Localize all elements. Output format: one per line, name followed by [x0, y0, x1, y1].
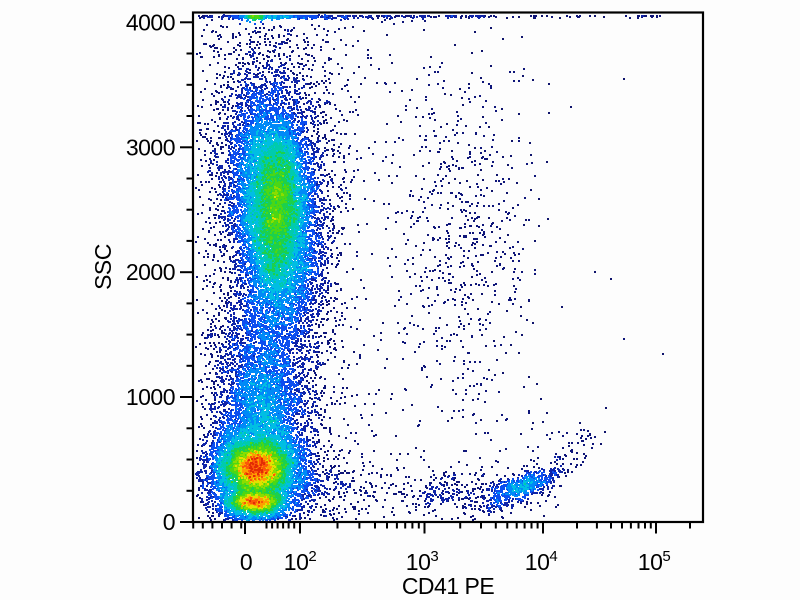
svg-text:2000: 2000 — [126, 259, 175, 285]
svg-text:0: 0 — [240, 549, 252, 575]
svg-text:CD41 PE: CD41 PE — [402, 573, 495, 599]
svg-text:3000: 3000 — [126, 134, 175, 160]
svg-text:SSC: SSC — [90, 244, 116, 290]
svg-text:0: 0 — [163, 509, 175, 535]
svg-text:1000: 1000 — [126, 384, 175, 410]
svg-text:4000: 4000 — [126, 9, 175, 35]
